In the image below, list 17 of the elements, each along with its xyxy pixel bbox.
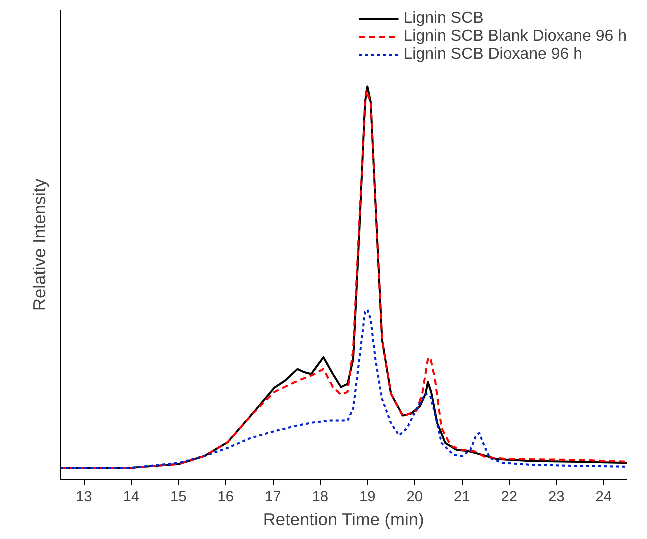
x-tick-label: 19 bbox=[359, 490, 376, 506]
x-tick-label: 18 bbox=[312, 490, 329, 506]
x-tick-label: 17 bbox=[264, 490, 282, 506]
x-tick-label: 20 bbox=[406, 490, 424, 506]
legend-label: Lignin SCB Dioxane 96 h bbox=[404, 46, 583, 64]
x-tick-label: 14 bbox=[123, 490, 140, 506]
x-axis-title: Retention Time (min) bbox=[263, 510, 424, 530]
x-tick-label: 16 bbox=[218, 490, 234, 506]
legend-label: Lignin SCB Blank Dioxane 96 h bbox=[404, 28, 627, 46]
x-tick-label: 15 bbox=[170, 490, 187, 506]
y-axis-title: Relative Intensity bbox=[30, 178, 50, 311]
x-tick-label: 22 bbox=[501, 490, 518, 506]
legend-label: Lignin SCB bbox=[404, 10, 484, 28]
x-tick-label: 13 bbox=[76, 490, 92, 506]
x-tick-label: 21 bbox=[454, 490, 470, 506]
x-tick-label: 24 bbox=[596, 490, 612, 506]
x-tick-label: 23 bbox=[548, 490, 565, 506]
